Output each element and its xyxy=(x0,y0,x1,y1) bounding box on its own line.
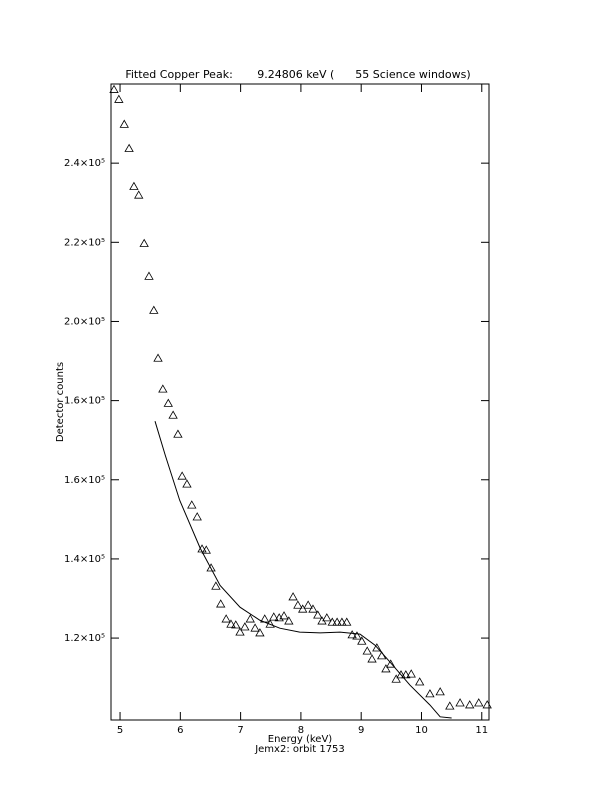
data-point xyxy=(308,604,318,613)
data-point xyxy=(482,700,492,709)
data-point xyxy=(119,119,129,128)
plot-frame xyxy=(110,83,490,721)
data-point xyxy=(352,631,362,640)
data-point xyxy=(303,600,313,609)
data-point xyxy=(255,628,265,637)
data-point xyxy=(124,143,134,152)
x-tick-label: 11 xyxy=(475,725,488,736)
data-point xyxy=(206,563,216,572)
data-point xyxy=(153,353,163,362)
data-point xyxy=(362,646,372,655)
data-point xyxy=(129,181,139,190)
data-point xyxy=(216,599,226,608)
y-tick-label: 1.6×10⁵ xyxy=(64,475,105,486)
data-point xyxy=(173,429,183,438)
y-tick-label: 1.2×10⁵ xyxy=(64,633,105,644)
data-point xyxy=(455,698,465,707)
data-point xyxy=(445,701,455,710)
data-point xyxy=(293,600,303,609)
data-point xyxy=(221,614,231,623)
data-point xyxy=(163,398,173,407)
data-point xyxy=(465,700,475,709)
x-tick-label: 8 xyxy=(298,725,304,736)
data-point xyxy=(322,613,332,622)
data-point xyxy=(372,643,382,652)
data-point xyxy=(279,611,289,620)
data-point xyxy=(109,84,119,93)
data-point xyxy=(327,617,337,626)
data-point xyxy=(231,620,241,629)
data-point xyxy=(367,654,377,663)
data-point xyxy=(284,616,294,625)
data-point xyxy=(269,612,279,621)
data-point xyxy=(347,630,357,639)
data-point xyxy=(342,617,352,626)
y-tick-label: 2.4×10⁵ xyxy=(64,158,105,169)
data-point xyxy=(396,670,406,679)
x-tick-label: 5 xyxy=(117,725,123,736)
data-point xyxy=(245,614,255,623)
data-point xyxy=(337,617,347,626)
data-point xyxy=(414,677,425,686)
data-point xyxy=(250,623,260,632)
data-point xyxy=(201,545,211,554)
data-point xyxy=(391,674,401,683)
data-point xyxy=(168,410,178,419)
data-point xyxy=(235,627,245,636)
data-point xyxy=(332,617,342,626)
x-tick-label: 9 xyxy=(358,725,364,736)
x-tick-label: 6 xyxy=(177,725,183,736)
x-tick-label: 10 xyxy=(415,725,428,736)
y-tick-label: 2.2×10⁵ xyxy=(64,237,105,248)
data-point xyxy=(134,190,144,199)
y-tick-label: 1.6×10⁵ xyxy=(64,396,105,407)
data-point xyxy=(313,610,323,619)
data-point xyxy=(288,592,298,601)
data-point xyxy=(177,471,187,480)
data-point xyxy=(158,384,168,393)
y-tick-label: 1.4×10⁵ xyxy=(64,554,105,565)
data-point xyxy=(211,581,221,590)
data-point xyxy=(187,500,197,509)
subtitle: Jemx2: orbit 1753 xyxy=(254,744,345,755)
chart-title: Fitted Copper Peak: 9.24806 keV ( 55 Sci… xyxy=(125,68,470,81)
data-point xyxy=(149,305,159,314)
data-point xyxy=(298,604,308,613)
data-point xyxy=(386,659,396,668)
x-axis-label: Energy (keV) xyxy=(268,734,333,745)
x-tick-label: 7 xyxy=(237,725,243,736)
y-axis-label: Detector counts xyxy=(55,362,66,442)
data-point xyxy=(192,512,202,521)
data-point xyxy=(182,479,192,488)
data-point xyxy=(357,636,367,645)
data-point xyxy=(401,670,411,679)
data-point xyxy=(435,687,445,696)
data-point xyxy=(139,238,149,247)
fit-line xyxy=(154,421,452,719)
data-point xyxy=(406,669,416,678)
data-point xyxy=(381,664,391,673)
y-tick-label: 2.0×10⁵ xyxy=(64,316,105,327)
data-point xyxy=(114,94,124,103)
data-point xyxy=(240,622,250,631)
data-point xyxy=(425,689,435,698)
data-point xyxy=(144,271,154,280)
data-point xyxy=(474,698,484,707)
data-point xyxy=(226,619,236,628)
